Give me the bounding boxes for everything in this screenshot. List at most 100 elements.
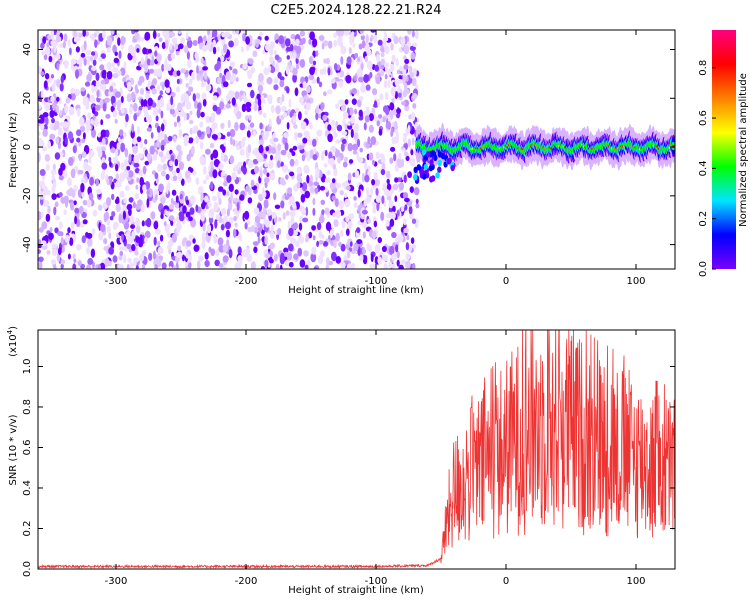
heatmap-cell xyxy=(437,166,442,173)
heatmap-cell xyxy=(347,172,352,181)
heatmap-cell xyxy=(219,101,225,110)
heatmap-cell xyxy=(81,138,86,144)
heatmap-cell xyxy=(367,136,371,144)
heatmap-cell xyxy=(186,51,190,60)
heatmap-cell xyxy=(82,30,86,37)
heatmap-cell xyxy=(301,90,308,97)
heatmap-cell xyxy=(180,68,187,74)
heatmap-cell xyxy=(282,194,285,200)
heatmap-cell xyxy=(352,150,358,155)
heatmap-cell xyxy=(232,167,237,172)
heatmap-cell xyxy=(192,40,198,46)
heatmap-cell xyxy=(99,64,105,71)
heatmap-cell xyxy=(53,206,57,216)
heatmap-cell xyxy=(166,103,170,112)
y-tick-label: 0.6 xyxy=(22,440,33,456)
heatmap-cell xyxy=(72,263,77,269)
heatmap-cell xyxy=(38,119,44,124)
heatmap-cell xyxy=(172,175,178,181)
heatmap-cell xyxy=(158,108,162,114)
heatmap-cell xyxy=(223,181,228,187)
heatmap-cell xyxy=(106,226,112,234)
heatmap-cell xyxy=(102,102,107,112)
heatmap-cell xyxy=(251,225,255,232)
heatmap-cell xyxy=(366,60,373,70)
heatmap-cell xyxy=(137,80,142,86)
snr-frame xyxy=(37,329,676,570)
heatmap-cell xyxy=(408,205,413,215)
heatmap-cell xyxy=(195,92,201,100)
heatmap-cell xyxy=(48,55,53,63)
heatmap-cell xyxy=(393,35,399,45)
heatmap-cell xyxy=(341,138,347,144)
heatmap-cell xyxy=(44,73,50,80)
heatmap-cell xyxy=(281,105,287,112)
heatmap-cell xyxy=(283,112,288,118)
heatmap-cell xyxy=(156,139,160,148)
heatmap-cell xyxy=(292,145,298,151)
figure-title: C2E5.2024.128.22.21.R24 xyxy=(270,3,441,18)
heatmap-cell xyxy=(354,170,360,179)
heatmap-cell xyxy=(234,91,240,100)
heatmap-cell xyxy=(142,165,147,175)
heatmap-cell xyxy=(237,161,243,167)
heatmap-cell xyxy=(376,120,380,127)
heatmap-cell xyxy=(280,200,285,209)
heatmap-cell xyxy=(205,84,212,92)
heatmap-cell xyxy=(368,113,374,122)
heatmap-cell xyxy=(200,192,204,202)
heatmap-cell xyxy=(212,122,218,129)
heatmap-cell xyxy=(137,153,144,159)
heatmap-cell xyxy=(130,129,135,139)
heatmap-cell xyxy=(412,103,417,109)
heatmap-cell xyxy=(357,189,361,198)
heatmap-cell xyxy=(233,37,239,47)
heatmap-cell xyxy=(312,60,317,66)
heatmap-cell xyxy=(409,71,414,78)
heatmap-cell xyxy=(318,35,325,41)
heatmap-cell xyxy=(127,170,134,178)
heatmap-cell xyxy=(148,114,152,125)
heatmap-cell xyxy=(150,211,156,220)
heatmap-cell xyxy=(407,30,412,35)
heatmap-cell xyxy=(357,99,362,108)
heatmap-cell xyxy=(391,137,395,145)
heatmap-cell xyxy=(285,210,290,216)
heatmap-cell xyxy=(124,158,128,167)
heatmap-cell xyxy=(112,73,119,79)
heatmap-cell xyxy=(120,107,125,114)
heatmap-cell xyxy=(88,192,94,201)
heatmap-cell xyxy=(38,104,42,110)
heatmap-cell xyxy=(218,162,224,170)
x-tick-label: 0 xyxy=(503,576,509,587)
heatmap-cell xyxy=(92,209,98,217)
x-tick-label: -300 xyxy=(105,576,128,587)
heatmap-cell xyxy=(204,260,210,267)
heatmap-cell xyxy=(71,233,75,239)
heatmap-cell xyxy=(155,228,161,235)
colorbar-tick-label: 0.2 xyxy=(698,211,709,227)
heatmap-cell xyxy=(49,110,55,118)
heatmap-cell xyxy=(308,231,313,239)
heatmap-cell xyxy=(40,71,45,76)
heatmap-cell xyxy=(133,30,139,33)
heatmap-cell xyxy=(158,37,163,43)
heatmap-cell xyxy=(63,209,67,216)
heatmap-cell xyxy=(240,140,245,148)
heatmap-cell xyxy=(202,222,206,232)
heatmap-cell xyxy=(327,67,331,76)
heatmap-cell xyxy=(118,254,123,261)
heatmap-cell xyxy=(236,111,242,120)
heatmap-cell xyxy=(250,89,255,99)
heatmap-cell xyxy=(95,79,100,88)
heatmap-cell xyxy=(174,158,179,167)
heatmap-cell xyxy=(364,115,370,123)
heatmap-cell xyxy=(75,69,79,79)
heatmap-cell xyxy=(201,240,206,250)
heatmap-cell xyxy=(292,116,297,124)
heatmap-cell xyxy=(353,75,357,82)
heatmap-cell xyxy=(95,72,100,82)
heatmap-cell xyxy=(76,107,81,117)
heatmap-cell xyxy=(98,231,104,241)
heatmap-cell xyxy=(153,68,158,77)
